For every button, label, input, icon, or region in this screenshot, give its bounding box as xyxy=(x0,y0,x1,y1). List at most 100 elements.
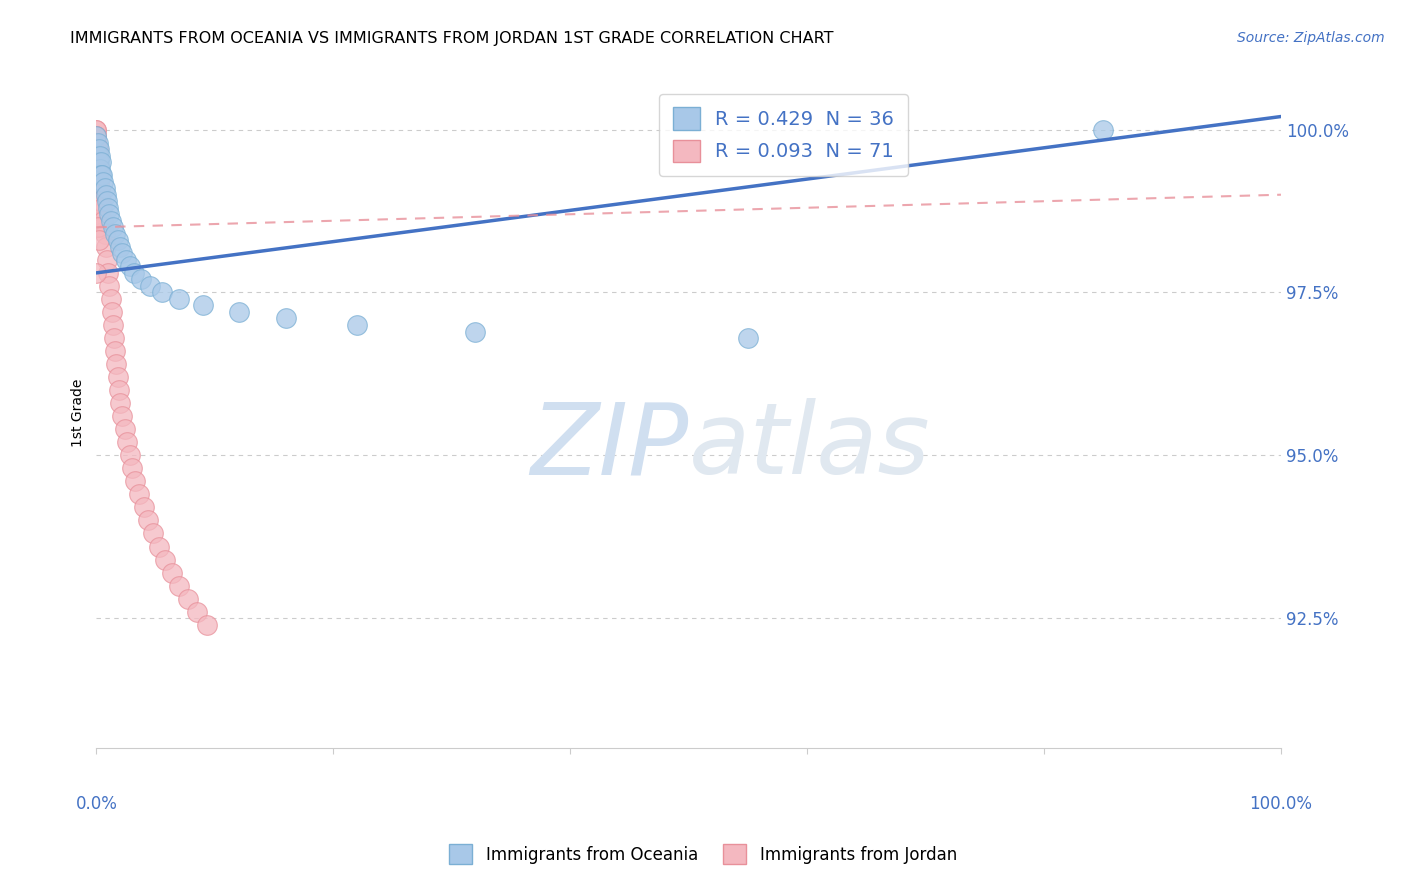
Point xyxy=(115,435,138,450)
Point xyxy=(132,500,155,515)
Point xyxy=(128,487,150,501)
Point xyxy=(101,318,124,332)
Point xyxy=(86,142,108,156)
Point xyxy=(86,201,108,215)
Point xyxy=(108,383,131,397)
Point xyxy=(93,227,115,241)
Point xyxy=(86,161,108,176)
Point xyxy=(104,227,127,241)
Point xyxy=(89,194,111,209)
Point xyxy=(195,617,218,632)
Point xyxy=(191,298,214,312)
Point xyxy=(121,461,143,475)
Point xyxy=(100,305,122,319)
Point xyxy=(346,318,368,332)
Point xyxy=(96,194,118,209)
Point xyxy=(89,181,111,195)
Point xyxy=(94,240,117,254)
Legend: Immigrants from Oceania, Immigrants from Jordan: Immigrants from Oceania, Immigrants from… xyxy=(443,838,963,871)
Text: IMMIGRANTS FROM OCEANIA VS IMMIGRANTS FROM JORDAN 1ST GRADE CORRELATION CHART: IMMIGRANTS FROM OCEANIA VS IMMIGRANTS FR… xyxy=(70,31,834,46)
Point xyxy=(104,344,127,359)
Point xyxy=(103,331,125,345)
Point xyxy=(96,252,118,267)
Point xyxy=(86,155,108,169)
Point xyxy=(118,260,141,274)
Point xyxy=(86,122,108,136)
Point xyxy=(176,591,198,606)
Point xyxy=(91,220,114,235)
Point xyxy=(97,266,120,280)
Point xyxy=(86,194,108,209)
Point xyxy=(86,136,108,150)
Legend: R = 0.429  N = 36, R = 0.093  N = 71: R = 0.429 N = 36, R = 0.093 N = 71 xyxy=(659,94,908,176)
Point xyxy=(86,122,108,136)
Point xyxy=(91,201,114,215)
Point xyxy=(86,129,108,144)
Point xyxy=(169,292,191,306)
Point xyxy=(86,142,108,156)
Point xyxy=(86,148,108,162)
Point xyxy=(101,220,124,235)
Point xyxy=(89,161,111,176)
Point xyxy=(86,129,108,144)
Point xyxy=(100,213,122,227)
Point xyxy=(87,155,110,169)
Point xyxy=(93,175,115,189)
Point xyxy=(90,194,112,209)
Point xyxy=(124,475,146,489)
Point xyxy=(114,422,136,436)
Point xyxy=(142,526,165,541)
Point xyxy=(107,370,129,384)
Point xyxy=(90,155,112,169)
Point xyxy=(86,148,108,162)
Point xyxy=(89,148,111,162)
Point xyxy=(98,279,121,293)
Point xyxy=(86,181,108,195)
Point xyxy=(100,292,122,306)
Point xyxy=(86,207,108,221)
Point xyxy=(118,448,141,462)
Point xyxy=(93,181,115,195)
Point xyxy=(86,181,108,195)
Point xyxy=(86,148,108,162)
Point xyxy=(86,155,108,169)
Point xyxy=(97,201,120,215)
Point xyxy=(169,579,191,593)
Point xyxy=(86,220,108,235)
Point xyxy=(87,175,110,189)
Text: Source: ZipAtlas.com: Source: ZipAtlas.com xyxy=(1237,31,1385,45)
Point xyxy=(90,168,112,182)
Point xyxy=(737,331,759,345)
Text: ZIP: ZIP xyxy=(530,398,689,495)
Point xyxy=(108,396,131,410)
Point xyxy=(90,213,112,227)
Point xyxy=(186,605,208,619)
Text: atlas: atlas xyxy=(689,398,931,495)
Point xyxy=(87,187,110,202)
Point xyxy=(138,279,160,293)
Point xyxy=(105,357,128,371)
Point xyxy=(228,305,250,319)
Point xyxy=(86,142,108,156)
Point xyxy=(86,136,108,150)
Point xyxy=(86,175,108,189)
Point xyxy=(86,155,108,169)
Point xyxy=(94,187,117,202)
Point xyxy=(86,187,108,202)
Point xyxy=(93,213,115,227)
Text: 0.0%: 0.0% xyxy=(76,796,117,814)
Point xyxy=(115,252,138,267)
Point xyxy=(274,311,297,326)
Point xyxy=(87,161,110,176)
Point xyxy=(87,201,110,215)
Point xyxy=(122,266,145,280)
Point xyxy=(153,552,176,566)
Point xyxy=(87,142,110,156)
Point xyxy=(111,409,134,424)
Point xyxy=(86,148,108,162)
Point xyxy=(464,325,486,339)
Point xyxy=(86,266,108,280)
Text: 100.0%: 100.0% xyxy=(1250,796,1312,814)
Point xyxy=(87,233,110,247)
Point xyxy=(138,513,160,527)
